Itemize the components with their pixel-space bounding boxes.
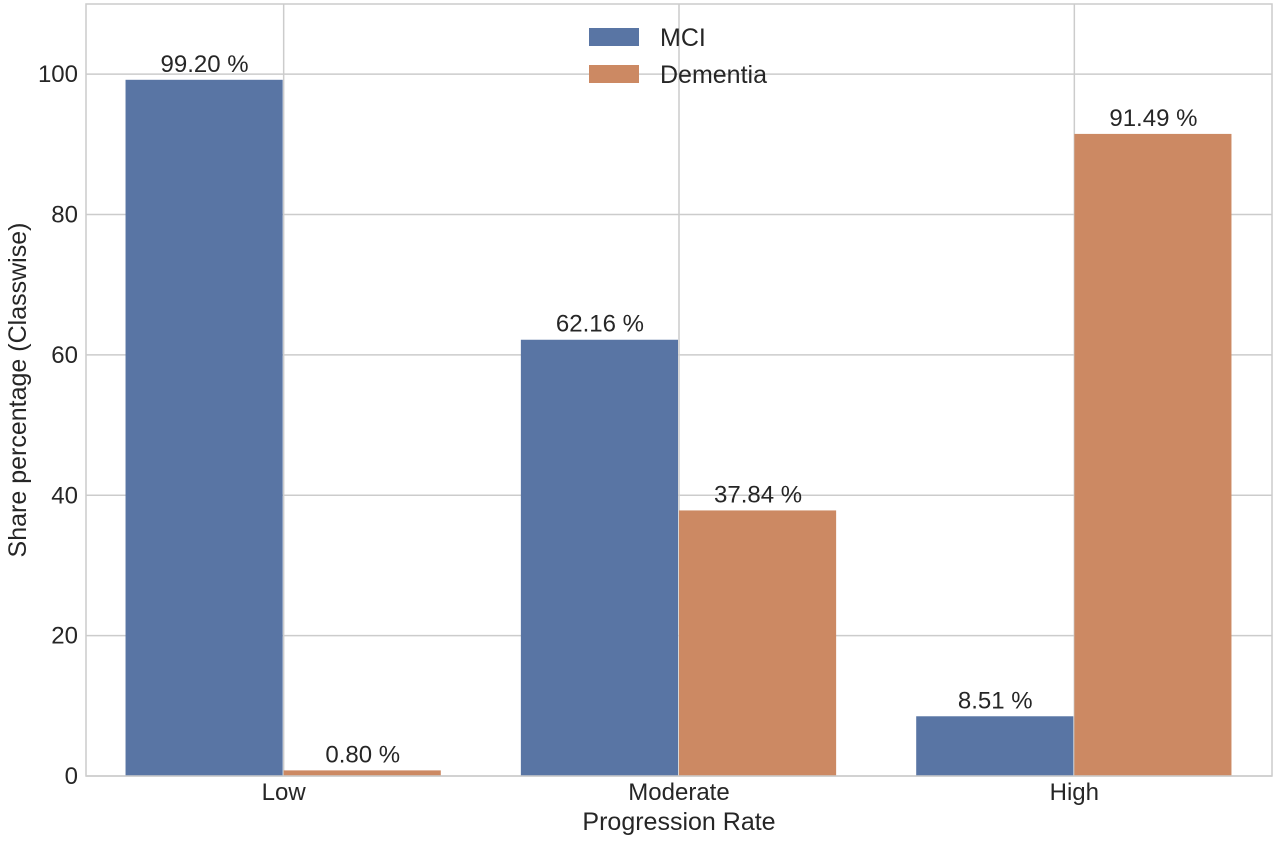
y-tick-label: 60 xyxy=(51,342,78,369)
y-axis-title: Share percentage (Classwise) xyxy=(4,223,32,558)
y-tick-label: 20 xyxy=(51,623,78,650)
legend-label-dementia: Dementia xyxy=(660,61,767,89)
bar-value-label: 0.80 % xyxy=(325,741,400,768)
bars xyxy=(125,79,1232,776)
plot-frame xyxy=(85,3,1273,777)
bar-mci-high xyxy=(916,716,1074,776)
bar-dementia-high xyxy=(1074,133,1232,776)
x-tick-label: High xyxy=(1050,779,1099,806)
x-tick-label: Low xyxy=(262,779,307,806)
legend: MCI Dementia xyxy=(589,24,767,89)
legend-swatch-mci xyxy=(589,28,639,46)
bar-value-label: 62.16 % xyxy=(556,311,644,338)
bar-dementia-moderate xyxy=(679,510,837,776)
x-tick-label: Moderate xyxy=(628,779,729,806)
bar-value-label: 8.51 % xyxy=(958,687,1033,714)
x-axis-ticks: Low Moderate High xyxy=(262,779,1099,806)
legend-swatch-dementia xyxy=(589,65,639,83)
bar-mci-moderate xyxy=(520,339,678,776)
y-tick-label: 80 xyxy=(51,202,78,229)
x-axis-title: Progression Rate xyxy=(582,808,775,836)
bar-value-label: 99.20 % xyxy=(161,51,249,78)
y-axis-ticks: 0 20 40 60 80 100 xyxy=(38,61,78,790)
legend-label-mci: MCI xyxy=(660,24,706,52)
bar-mci-low xyxy=(125,79,283,776)
y-tick-label: 40 xyxy=(51,482,78,509)
bar-dementia-low xyxy=(283,770,441,776)
bar-value-label: 91.49 % xyxy=(1109,105,1197,132)
data-labels: 99.20 % 62.16 % 8.51 % 0.80 % 37.84 % 91.49 % xyxy=(161,51,1198,769)
y-tick-label: 100 xyxy=(38,61,78,88)
y-tick-label: 0 xyxy=(65,763,78,790)
bar-value-label: 37.84 % xyxy=(714,481,802,508)
